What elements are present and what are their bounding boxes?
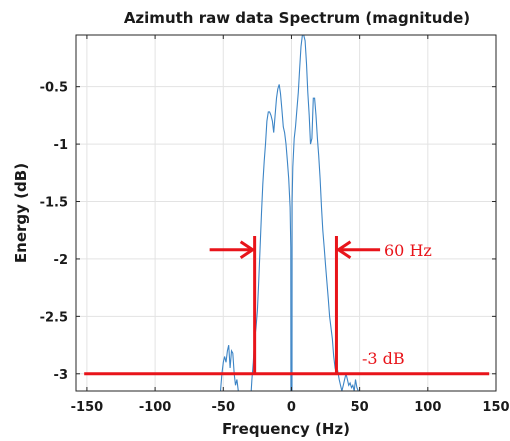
threshold-label: -3 dB bbox=[362, 349, 405, 368]
x-tick-label: -150 bbox=[71, 400, 104, 415]
x-tick-label: 50 bbox=[351, 400, 369, 415]
y-tick-label: -1.5 bbox=[40, 196, 68, 211]
chart-title: Azimuth raw data Spectrum (magnitude) bbox=[124, 9, 470, 27]
x-tick-label: -100 bbox=[139, 400, 172, 415]
plot-area bbox=[219, 35, 359, 391]
left-arrow-head bbox=[239, 240, 256, 259]
y-tick-label: -0.5 bbox=[40, 81, 68, 96]
x-tick-label: -50 bbox=[212, 400, 236, 415]
bandwidth-label: 60 Hz bbox=[384, 241, 432, 260]
y-tick-label: -3 bbox=[54, 368, 68, 383]
y-tick-label: -2.5 bbox=[40, 310, 68, 325]
x-ticks: -150 -100 -50 0 50 100 150 bbox=[71, 35, 510, 415]
right-arrow-head bbox=[335, 240, 352, 259]
x-tick-label: 150 bbox=[482, 400, 509, 415]
y-ticks: -3 -2.5 -2 -1.5 -1 -0.5 bbox=[40, 81, 496, 383]
annotations bbox=[84, 235, 490, 376]
x-tick-label: 0 bbox=[287, 400, 296, 415]
plot-frame bbox=[75, 34, 497, 392]
y-axis-label: Energy (dB) bbox=[12, 163, 30, 263]
x-axis-label: Frequency (Hz) bbox=[222, 420, 350, 438]
y-tick-label: -1 bbox=[54, 138, 68, 153]
spectrum-series-line bbox=[219, 35, 359, 391]
grid-lines bbox=[76, 35, 497, 391]
x-tick-label: 100 bbox=[414, 400, 441, 415]
y-tick-label: -2 bbox=[54, 253, 68, 268]
